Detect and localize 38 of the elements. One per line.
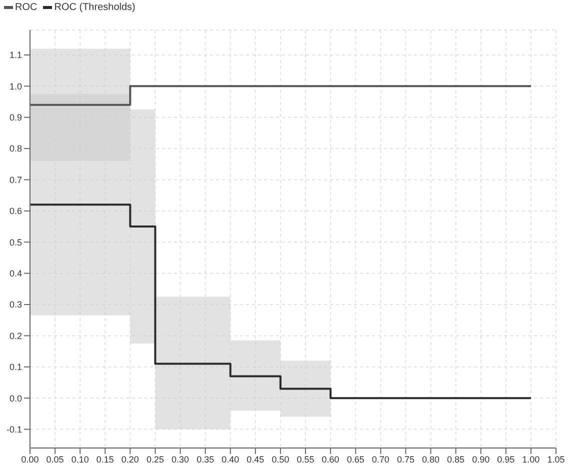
x-tick-label: 0.20 [121, 454, 139, 464]
y-tick-label: -0.1 [6, 424, 22, 434]
x-tick-label: 0.50 [272, 454, 290, 464]
line-series [30, 204, 532, 400]
y-tick-label: 0.7 [9, 174, 22, 185]
x-tick-label: 0.15 [96, 454, 114, 464]
y-tick-label: 0.5 [9, 237, 22, 248]
x-tick-label: 0.35 [196, 454, 214, 464]
x-tick-label: 0.65 [346, 454, 364, 464]
x-tick-label: 0.25 [146, 454, 164, 464]
y-tick-label: 0.1 [9, 362, 22, 372]
y-tick-label: 0.0 [9, 393, 22, 404]
x-tick-label: 0.90 [472, 454, 490, 464]
x-tick-label: 0.30 [172, 454, 190, 464]
x-tick-label: 0.75 [396, 454, 414, 464]
y-tick-label: 0.2 [9, 330, 22, 341]
x-tick-label: 0.10 [71, 454, 89, 464]
x-tick-label: 0.55 [296, 454, 314, 464]
x-tick-label: 0.70 [372, 454, 390, 464]
x-tick-label: 0.60 [322, 454, 340, 464]
x-tick-label: 0.05 [46, 454, 64, 464]
y-tick-label: 0.4 [9, 268, 22, 279]
legend-label: ROC (Thresholds) [53, 2, 136, 13]
y-tick-label: 1.1 [9, 50, 22, 60]
y-tick-label: 0.8 [9, 144, 22, 154]
x-tick-label: 1.00 [522, 454, 540, 464]
x-tick-label: 0.85 [447, 454, 465, 464]
x-tick-label: 0.80 [422, 454, 440, 464]
y-tick-label: 0.9 [9, 112, 22, 123]
x-tick-label: 0.40 [222, 454, 240, 464]
x-tick-label: 0.95 [497, 454, 515, 464]
y-tick-label: 1.0 [9, 81, 22, 92]
x-tick-label: 0.00 [21, 454, 39, 464]
x-tick-label: 1.05 [547, 454, 565, 464]
y-tick-label: 0.6 [9, 206, 22, 216]
legend-label: ROC [14, 2, 38, 13]
y-tick-label: 0.3 [9, 300, 22, 310]
x-tick-label: 0.45 [246, 454, 264, 464]
